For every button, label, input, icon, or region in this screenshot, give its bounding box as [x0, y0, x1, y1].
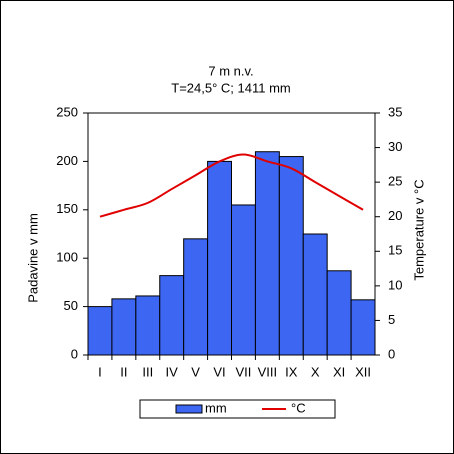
- y2-tick-label: 10: [388, 277, 402, 292]
- chart-subtitle: T=24,5° C; 1411 mm: [171, 80, 290, 95]
- x-tick-label: II: [120, 364, 127, 379]
- y-tick-label: 200: [56, 153, 78, 168]
- y-tick-label: 100: [56, 250, 78, 265]
- x-tick-label: XI: [333, 364, 345, 379]
- bar: [254, 151, 280, 356]
- bar: [326, 270, 352, 356]
- bar: [231, 204, 256, 356]
- y-tick-label: 0: [71, 346, 78, 361]
- y-tick-label: 250: [56, 104, 78, 119]
- y2-tick-label: 30: [388, 139, 402, 154]
- x-tick-label: VI: [213, 364, 225, 379]
- y2-tick-label: 25: [388, 174, 402, 189]
- bar: [350, 299, 376, 356]
- y-tick-label: 150: [56, 201, 78, 216]
- y2-tick-label: 0: [388, 346, 395, 361]
- x-tick-label: IX: [285, 364, 298, 379]
- x-tick-label: XII: [355, 364, 371, 379]
- bar: [111, 298, 137, 356]
- bar: [135, 295, 161, 356]
- line: [99, 153, 364, 218]
- bar: [159, 275, 185, 356]
- x-tick-label: V: [191, 364, 200, 379]
- bar: [302, 233, 328, 356]
- chart-title: 7 m n.v.: [208, 63, 253, 78]
- x-tick-label: III: [142, 364, 153, 379]
- y2-tick-label: 20: [388, 208, 402, 223]
- bar: [207, 160, 232, 356]
- y2-tick-label: 5: [388, 312, 395, 327]
- y2-tick-label: 35: [388, 104, 402, 119]
- y2-tick-label: 15: [388, 243, 402, 258]
- x-tick-label: IV: [166, 364, 179, 379]
- bar: [183, 238, 209, 356]
- legend-label: mm: [205, 400, 227, 415]
- legend-swatch: [175, 404, 203, 414]
- x-tick-label: VIII: [258, 364, 278, 379]
- legend-label: °C: [291, 400, 306, 415]
- x-tick-label: X: [311, 364, 320, 379]
- bar: [278, 156, 304, 356]
- x-tick-label: I: [98, 364, 102, 379]
- y2-axis-label: Temperature v °C: [411, 179, 426, 280]
- legend-box: [139, 399, 336, 419]
- y-axis-label: Padavine v mm: [25, 213, 40, 303]
- x-tick-label: VII: [236, 364, 252, 379]
- bar: [87, 306, 113, 356]
- y-tick-label: 50: [64, 298, 78, 313]
